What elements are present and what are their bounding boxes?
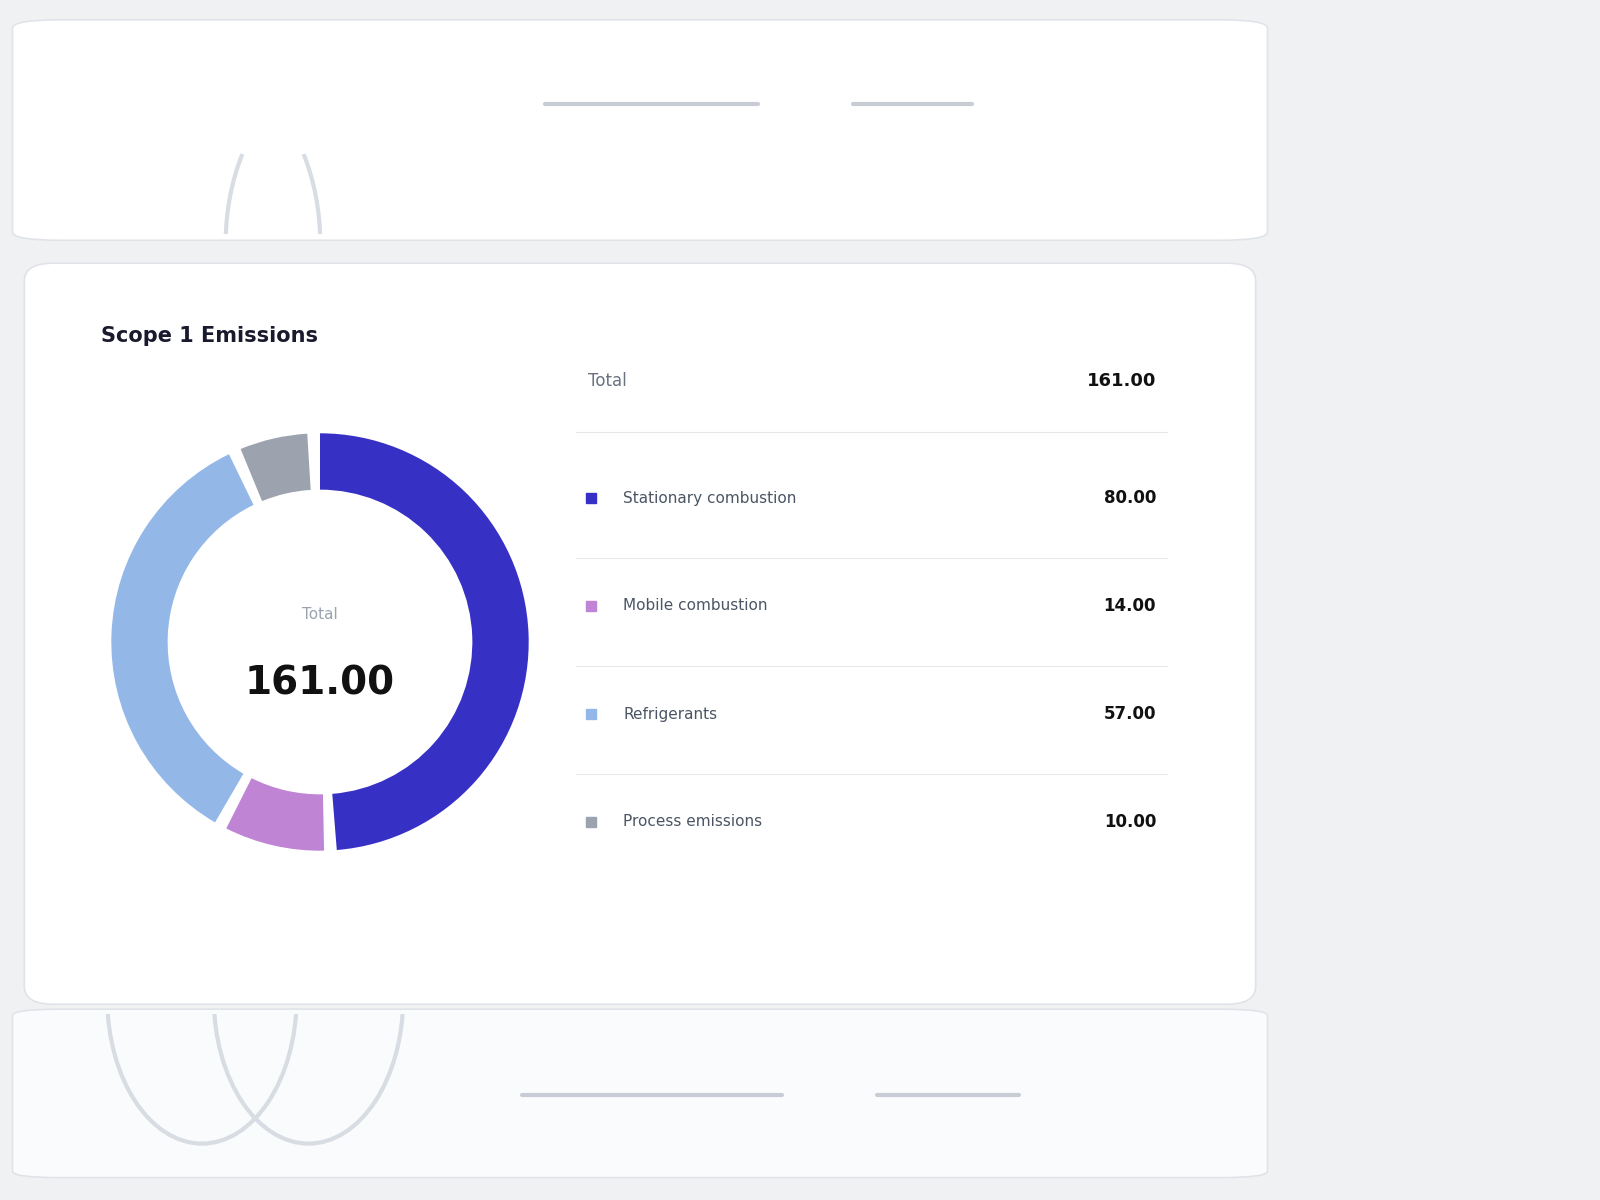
- Text: Refrigerants: Refrigerants: [624, 707, 717, 721]
- Wedge shape: [240, 433, 310, 502]
- FancyBboxPatch shape: [13, 19, 1267, 240]
- Text: Total: Total: [587, 372, 627, 390]
- Text: Process emissions: Process emissions: [624, 815, 763, 829]
- Text: Scope 1 Emissions: Scope 1 Emissions: [101, 326, 318, 346]
- Text: Stationary combustion: Stationary combustion: [624, 491, 797, 505]
- FancyBboxPatch shape: [24, 263, 1256, 1004]
- Text: Total: Total: [302, 607, 338, 623]
- Wedge shape: [320, 433, 528, 850]
- Text: 10.00: 10.00: [1104, 814, 1157, 830]
- Text: 161.00: 161.00: [245, 665, 395, 703]
- Text: 161.00: 161.00: [1086, 372, 1157, 390]
- FancyBboxPatch shape: [13, 1009, 1267, 1177]
- Text: Mobile combustion: Mobile combustion: [624, 599, 768, 613]
- Wedge shape: [226, 778, 325, 851]
- Text: 57.00: 57.00: [1104, 704, 1157, 722]
- Wedge shape: [112, 455, 253, 822]
- Text: 80.00: 80.00: [1104, 490, 1157, 506]
- Text: 14.00: 14.00: [1104, 596, 1157, 614]
